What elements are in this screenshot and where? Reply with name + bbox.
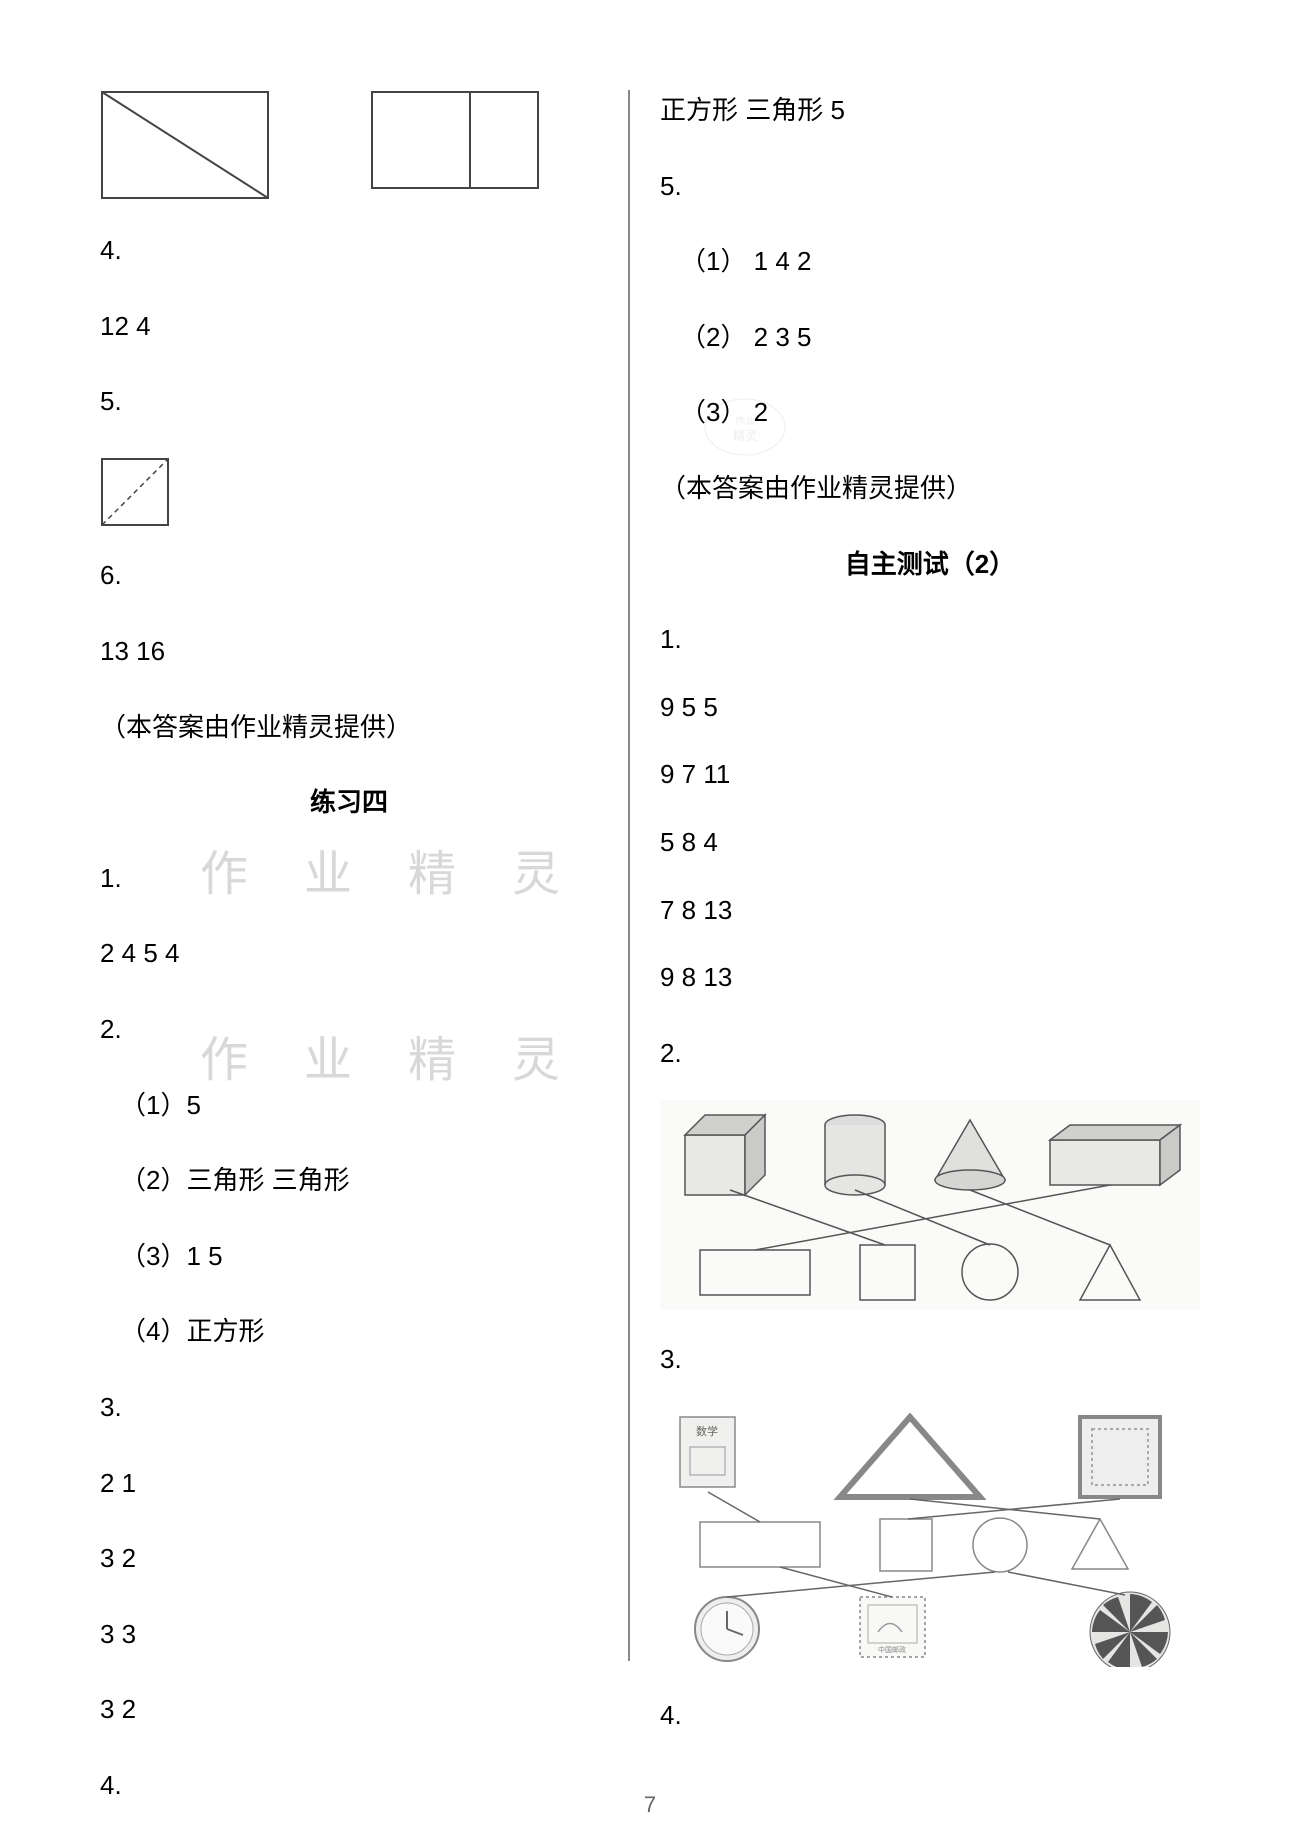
p4-3-label: 3.	[100, 1387, 598, 1429]
grid-r4: 7 8 13	[660, 890, 1200, 932]
left-note: （本答案由作业精灵提供）	[100, 707, 598, 749]
rect-split-shape	[370, 90, 540, 190]
q4-label: 4.	[100, 230, 598, 272]
p4-1-answer: 2 4 5 4	[100, 933, 598, 975]
r-q5-1: （1） 1 4 2	[660, 241, 1200, 283]
grid-r1: 9 5 5	[660, 687, 1200, 729]
svg-text:数学: 数学	[696, 1424, 718, 1438]
r-p3-label: 3.	[660, 1339, 1200, 1381]
q4-answer: 12 4	[100, 306, 598, 348]
q6-answer: 13 16	[100, 631, 598, 673]
q5-label: 5.	[100, 381, 598, 423]
section-title-lianxi4: 练习四	[100, 782, 598, 824]
q6-label: 6.	[100, 555, 598, 597]
r-p4-label: 4.	[660, 1695, 1200, 1737]
grid-r5: 9 8 13	[660, 957, 1200, 999]
p4-4-label: 4.	[100, 1765, 598, 1807]
svg-text:中国邮政: 中国邮政	[878, 1645, 906, 1654]
matching-diagram-2: 数学	[660, 1407, 1200, 1680]
r-p2-label: 2.	[660, 1033, 1200, 1075]
r-note: （本答案由作业精灵提供）	[660, 468, 1200, 510]
r-q5-2: （2） 2 3 5	[660, 317, 1200, 359]
p4-2-1: （1）5	[100, 1085, 598, 1127]
p4-2-label: 2.	[100, 1009, 598, 1051]
r-p1-label: 1.	[660, 619, 1200, 661]
right-column: 正方形 三角形 5 5. （1） 1 4 2 （2） 2 3 5 （3） 2 （…	[630, 90, 1220, 1798]
top-shapes	[100, 90, 598, 200]
p4-3-r1: 2 1	[100, 1463, 598, 1505]
top-line: 正方形 三角形 5	[660, 90, 1200, 132]
r-q5-label: 5.	[660, 166, 1200, 208]
matching-diagram-1	[660, 1100, 1200, 1323]
left-column: 4. 12 4 5. 6. 13 16 （本答案由作业精灵提供） 练习四 1. …	[80, 90, 628, 1798]
p4-2-2: （2）三角形 三角形	[100, 1160, 598, 1202]
section-title-zizhu2: 自主测试（2）	[660, 544, 1200, 586]
grid-r2: 9 7 11	[660, 754, 1200, 796]
grid-r3: 5 8 4	[660, 822, 1200, 864]
small-square-shape	[100, 457, 598, 540]
p4-3-r2: 3 2	[100, 1538, 598, 1580]
p4-2-4: （4）正方形	[100, 1311, 598, 1353]
p4-2-3: （3）1 5	[100, 1236, 598, 1278]
p4-1-label: 1.	[100, 858, 598, 900]
r-q5-3: （3） 2	[660, 392, 1200, 434]
rect-diagonal-shape	[100, 90, 270, 200]
p4-3-r4: 3 2	[100, 1689, 598, 1731]
p4-3-r3: 3 3	[100, 1614, 598, 1656]
